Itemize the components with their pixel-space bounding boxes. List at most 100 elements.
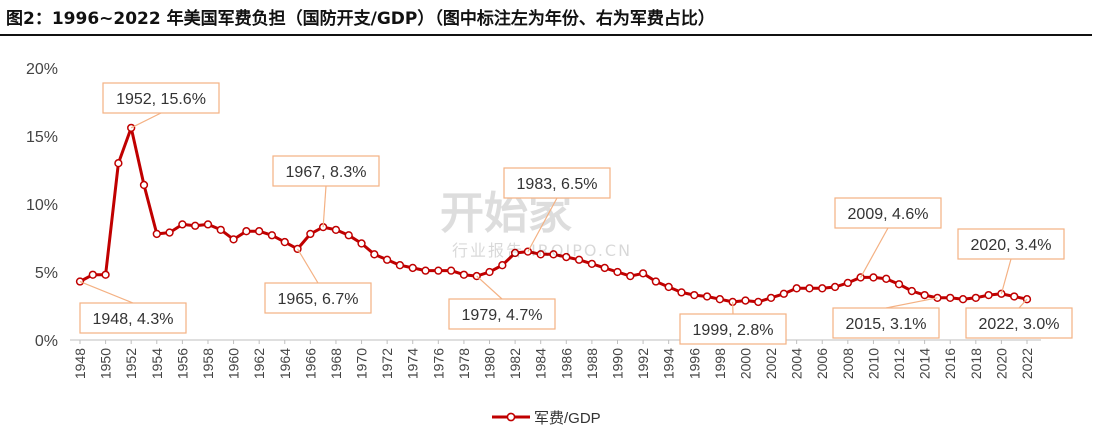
annotation-label: 2015, 3.1% [846, 316, 927, 333]
x-tick-label: 2002 [763, 348, 779, 379]
annotation-box [834, 197, 942, 229]
annotation-label: 1965, 6.7% [278, 291, 359, 308]
data-point [894, 280, 904, 289]
data-point [562, 252, 571, 262]
annotation-leader [1018, 298, 1028, 309]
data-point [664, 282, 673, 292]
data-point [434, 266, 443, 275]
annotation-leader [527, 197, 558, 252]
data-point [715, 295, 725, 304]
data-point [152, 229, 161, 239]
annotation-leader [476, 275, 503, 300]
data-point [331, 225, 341, 234]
x-tick-label: 1988 [584, 348, 600, 379]
x-tick-label: 1986 [558, 348, 574, 379]
data-point [408, 263, 417, 273]
x-tick-label: 1952 [123, 348, 139, 379]
x-tick-label: 2022 [1019, 348, 1035, 379]
watermark-subtext: 行业报告 IRQIPO.CN [452, 241, 632, 260]
legend-label: 军费/GDP [534, 410, 601, 427]
data-point [1010, 292, 1019, 301]
x-tick-label: 1948 [72, 348, 88, 379]
x-tick-label: 1962 [251, 348, 267, 379]
x-tick-label: 1998 [712, 348, 728, 379]
x-tick-label: 1980 [482, 348, 498, 379]
data-point [792, 284, 801, 293]
data-point [600, 263, 609, 273]
data-point [805, 284, 814, 293]
data-point [869, 273, 878, 282]
x-tick-label: 1982 [507, 348, 523, 379]
annotation-label: 1967, 8.3% [286, 164, 367, 181]
x-tick-label: 2004 [789, 348, 805, 379]
annotation-label: 2022, 3.0% [979, 316, 1060, 333]
data-point [574, 255, 584, 264]
data-point [485, 267, 494, 277]
data-point [702, 292, 712, 301]
x-tick-label: 1976 [430, 348, 446, 379]
annotation-leader [297, 248, 319, 284]
data-point [165, 228, 174, 237]
annotation-box [102, 82, 220, 114]
data-point [255, 227, 264, 236]
data-point [498, 261, 507, 270]
x-tick-label: 2020 [993, 348, 1009, 379]
data-point [690, 290, 699, 300]
data-point [638, 269, 648, 278]
annotations: 1952, 15.6% 1948, 4.3% 1967, 8.3% 1965, 6.7… [79, 82, 1073, 345]
x-tick-label: 2018 [968, 348, 984, 379]
data-point [178, 220, 187, 229]
annotation-box [832, 307, 940, 339]
data-point [830, 282, 840, 292]
data-point [191, 221, 200, 230]
title-divider [0, 34, 1092, 36]
data-point [946, 293, 955, 302]
data-point [357, 239, 366, 248]
annotation-label: 1983, 6.5% [517, 176, 598, 193]
x-tick-label: 2016 [942, 348, 958, 379]
annotation-box [965, 307, 1073, 339]
series-markers [75, 123, 1032, 307]
x-tick-label: 1950 [98, 348, 114, 379]
annotation-leader [322, 185, 327, 228]
annotation-leader [130, 112, 162, 129]
data-point [920, 290, 929, 300]
data-point [242, 227, 251, 236]
chart-title: 图2：1996~2022 年美国军费负担（国防开支/GDP）（图中标注左为年份、… [6, 9, 715, 29]
legend-marker [506, 412, 516, 422]
data-point [459, 270, 469, 279]
x-tick-label: 2012 [891, 348, 907, 379]
watermark: 开始家 行业报告 IRQIPO.CN [440, 188, 632, 260]
annotation-box [79, 302, 187, 334]
annotation-box [272, 155, 380, 187]
annotation-leader [885, 297, 938, 309]
annotation-box [503, 167, 611, 199]
x-tick-label: 1964 [277, 348, 293, 379]
data-point [139, 180, 149, 190]
data-point [421, 266, 430, 275]
data-point [216, 225, 225, 234]
annotation-box [957, 228, 1065, 260]
x-tick-label: 1974 [405, 348, 421, 379]
annotation-leader [1000, 258, 1012, 294]
x-tick-label: 1978 [456, 348, 472, 379]
x-tick-label: 2000 [737, 348, 753, 379]
data-point [382, 255, 392, 264]
data-point [613, 267, 622, 277]
data-point [958, 295, 968, 304]
annotation-label: 1952, 15.6% [116, 91, 206, 108]
data-point [626, 271, 635, 281]
data-point [306, 229, 315, 239]
data-point [536, 250, 545, 259]
data-point [280, 237, 289, 247]
data-point [510, 248, 520, 258]
annotation-label: 1948, 4.3% [93, 311, 174, 328]
axes: 0% 5% 10% 15% 20% 1948 1950 1952 1954 1956 1958 196… [26, 61, 1041, 379]
x-tick-label: 1966 [302, 348, 318, 379]
annotation-label: 2009, 4.6% [848, 206, 929, 223]
annotation-leader [79, 280, 134, 304]
data-point [971, 293, 980, 302]
data-point [766, 293, 776, 302]
x-tick-label: 1996 [686, 348, 702, 379]
data-point [88, 270, 97, 279]
